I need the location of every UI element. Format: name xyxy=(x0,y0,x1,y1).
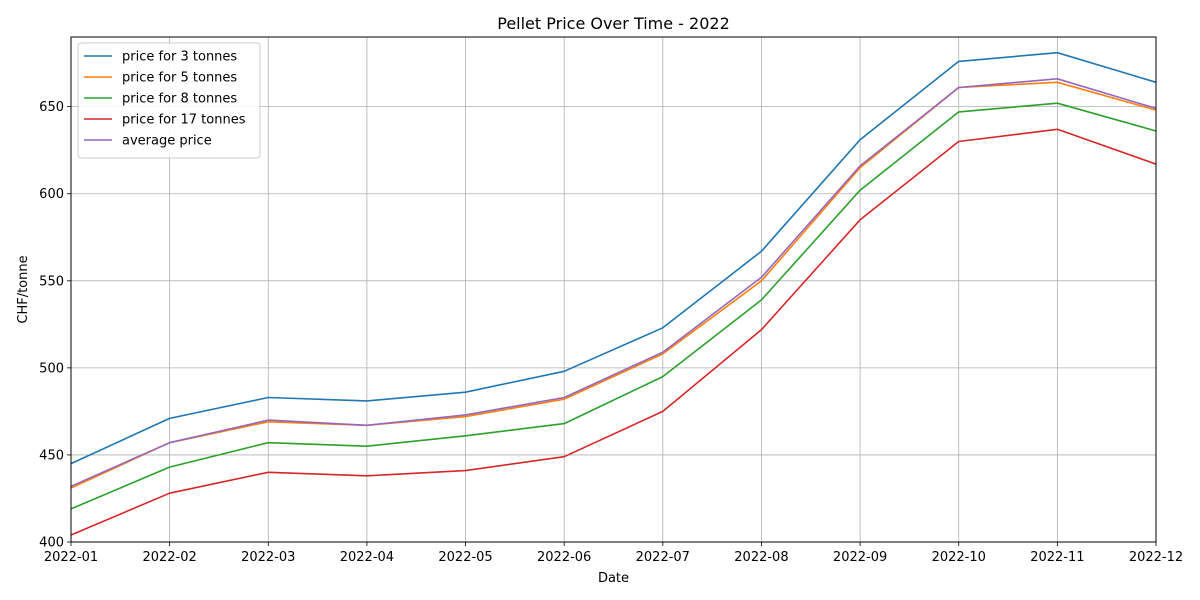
y-tick-label: 600 xyxy=(39,187,64,202)
y-tick-label: 500 xyxy=(39,361,64,376)
y-tick-label: 550 xyxy=(39,274,64,289)
series-lines xyxy=(70,51,1157,536)
x-tick-label: 2022-01 xyxy=(44,550,98,565)
legend-entry: price for 17 tonnes xyxy=(122,113,246,128)
x-tick-label: 2022-07 xyxy=(636,550,690,565)
x-tick-label: 2022-08 xyxy=(734,550,788,565)
series-line xyxy=(70,51,1157,465)
legend-entry: average price xyxy=(122,134,212,149)
x-tick-label: 2022-11 xyxy=(1030,550,1084,565)
chart-title: Pellet Price Over Time - 2022 xyxy=(497,14,730,33)
legend-entry: price for 8 tonnes xyxy=(122,92,237,107)
legend-box xyxy=(77,42,261,159)
x-tick-label: 2022-05 xyxy=(438,550,492,565)
axis-ticks: 2022-01 2022-02 2022-03 2022-04 2022-05 2022-… xyxy=(39,100,1183,565)
x-tick-label: 2022-12 xyxy=(1129,550,1183,565)
x-tick-label: 2022-03 xyxy=(241,550,295,565)
legend-entry: price for 3 tonnes xyxy=(122,50,237,65)
legend-entry: price for 5 tonnes xyxy=(122,71,237,86)
y-tick-label: 400 xyxy=(39,536,64,551)
x-tick-label: 2022-06 xyxy=(537,550,591,565)
y-axis-label: CHF/tonne xyxy=(16,255,31,323)
legend: price for 3 tonnes price for 5 tonnes pric… xyxy=(77,42,261,159)
series-line xyxy=(70,128,1157,536)
y-tick-label: 450 xyxy=(39,448,64,463)
y-tick-label: 650 xyxy=(39,100,64,115)
x-tick-label: 2022-09 xyxy=(833,550,887,565)
plot-area-frame xyxy=(70,36,1157,543)
x-tick-label: 2022-02 xyxy=(142,550,196,565)
x-axis-label: Date xyxy=(598,571,629,586)
series-line xyxy=(70,78,1157,488)
x-tick-label: 2022-10 xyxy=(932,550,986,565)
series-line xyxy=(70,102,1157,510)
x-tick-label: 2022-04 xyxy=(340,550,394,565)
